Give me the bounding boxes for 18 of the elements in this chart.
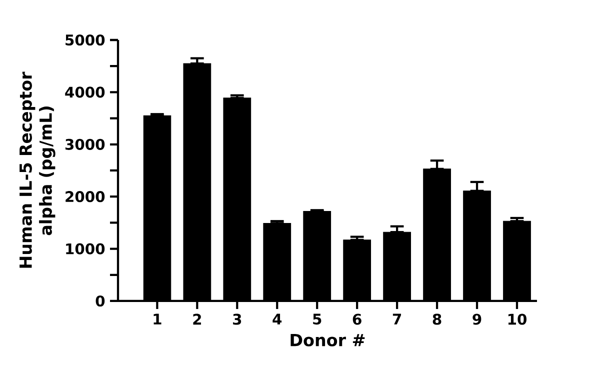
y-tick-label: 0 (96, 295, 105, 307)
y-axis-title: Human IL-5 Receptor alpha (pg/mL) (20, 72, 56, 268)
x-tick-label: 2 (193, 314, 201, 325)
x-tick-label: 4 (272, 314, 282, 324)
y-tick-label: 3000 (65, 138, 105, 150)
x-tick-label: 6 (352, 314, 362, 325)
y-tick-label: 4000 (65, 86, 105, 98)
y-tick-label: 1000 (66, 243, 105, 254)
x-tick-label: 8 (432, 314, 442, 325)
x-tick-label: 5 (313, 314, 322, 325)
x-tick-label: 1 (154, 314, 162, 324)
x-tick-label: 3 (233, 314, 242, 325)
x-tick-label: 7 (392, 314, 401, 324)
x-tick-label: 10 (508, 314, 526, 325)
x-tick-label: 9 (472, 314, 482, 325)
y-tick-label: 2000 (66, 191, 105, 202)
y-tick-label: 5000 (66, 34, 105, 46)
x-axis-title: Donor # (290, 334, 365, 346)
